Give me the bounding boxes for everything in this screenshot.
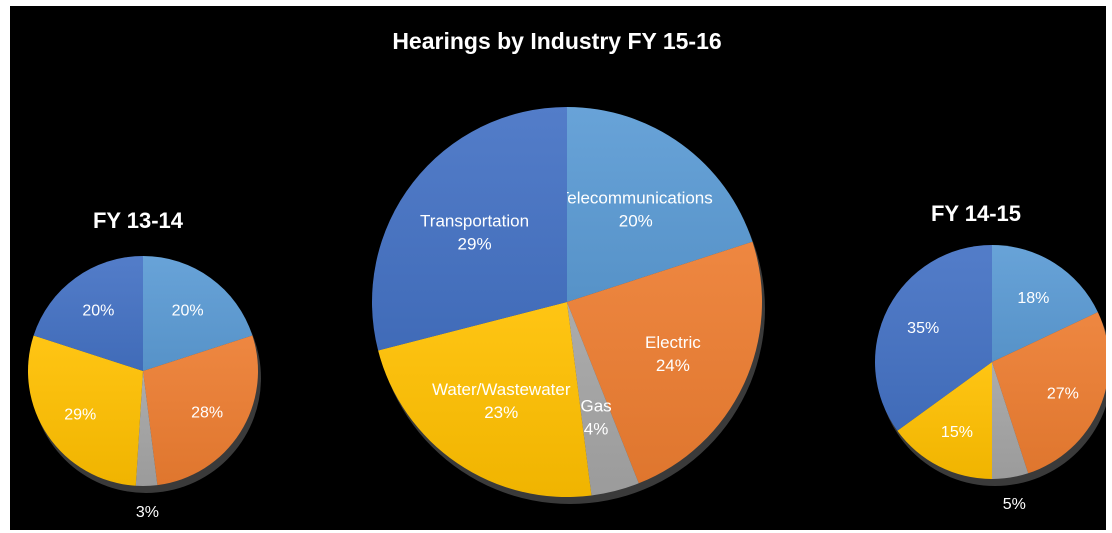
pie-charts-svg: 20% 28% 3% 29% 20% Telecommunications 20% Elec… [28,28,1106,521]
slice-label-electric: Electric 24% [645,333,701,375]
slice-label-telecommunications: 18% [1017,290,1049,307]
slice-label-transportation: Transportation 29% [420,211,529,253]
pie-fy-13-14: 20% 28% 3% 29% 20% [28,256,261,521]
pie-slice-telecommunications [143,256,253,371]
chart-title-fy-14-15: FY 14-15 [931,201,1021,226]
pie-slice-water-wastewater [28,335,143,486]
slice-label-gas: 3% [136,504,159,521]
slice-label-transportation: 35% [907,320,939,337]
slice-label-telecommunications: 20% [172,303,204,320]
slice-label-electric: 28% [191,405,223,422]
pie-slice-electric [567,241,762,484]
pie-slice-water-wastewater [897,362,992,479]
pie-slice-gas [992,362,1029,479]
slice-label-water-wastewater: Water/Wastewater 23% [432,380,571,422]
slice-label-water-wastewater: 29% [64,407,96,424]
pie-fy-14-15: 18% 27% 5% 15% 35% [875,245,1106,513]
chart-area: 20% 28% 3% 29% 20% Telecommunications 20% Elec… [10,6,1106,530]
slice-label-gas: 5% [1003,496,1026,513]
chart-title-main: Hearings by Industry FY 15-16 [392,28,721,54]
slice-label-transportation: 20% [82,303,114,320]
pie-slice-water-wastewater [378,302,592,498]
chart-title-fy-13-14: FY 13-14 [93,208,184,233]
pie-slice-telecommunications [992,245,1098,362]
slice-label-electric: 27% [1047,386,1079,403]
pie-slice-gas [567,302,639,496]
pie-slice-transportation [33,256,143,371]
pie-slice-electric [143,335,258,486]
pie-slice-electric [992,312,1106,474]
slice-label-telecommunications: Telecommunications 20% [559,188,713,230]
pie-slice-telecommunications [567,107,753,302]
pie-slice-transportation [875,245,992,431]
slice-label-water-wastewater: 15% [941,424,973,441]
pie-fy-15-16: Telecommunications 20% Electric 24% Gas 4% Wat… [372,107,765,504]
pie-slice-transportation [372,107,567,351]
slice-label-gas: Gas 4% [581,396,612,438]
pie-slice-gas [135,371,158,486]
